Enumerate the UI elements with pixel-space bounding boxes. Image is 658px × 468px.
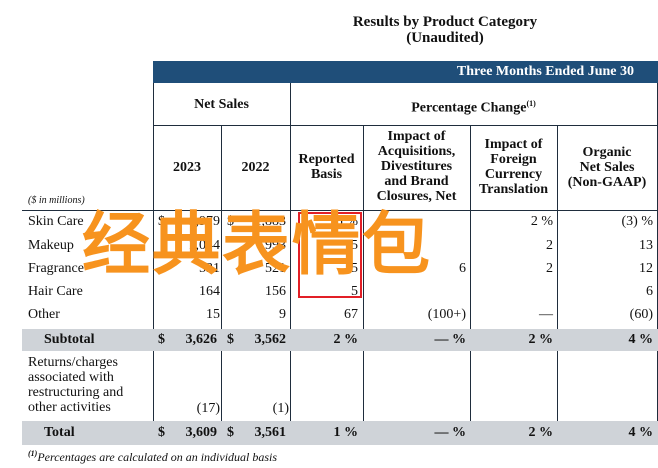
- total-dollar-2023: $: [158, 425, 165, 440]
- year-2022-header: 2022: [241, 160, 270, 175]
- row-label: Skin Care: [28, 214, 84, 229]
- grid-line: [221, 125, 222, 445]
- organic-header: Organic Net Sales (Non-GAAP): [567, 145, 647, 190]
- row-label: Hair Care: [28, 284, 83, 299]
- row-reported: 5 %: [335, 214, 358, 229]
- watermark-text: 经典表情包: [82, 206, 433, 285]
- subtotal-fx: 2 %: [528, 332, 554, 347]
- subtotal-label: Subtotal: [44, 332, 95, 347]
- row-reported: 5: [351, 284, 358, 299]
- row-reported: 5: [351, 238, 358, 253]
- pct-change-header: Percentage Change(1): [411, 99, 536, 116]
- total-2022: 3,561: [254, 425, 287, 440]
- period-band: Three Months Ended June 30: [153, 61, 658, 83]
- report-title: Results by Product Category: [352, 14, 538, 30]
- grid-line: [153, 125, 658, 126]
- total-organic: 4 %: [628, 425, 654, 440]
- total-dollar-2022: $: [227, 425, 234, 440]
- row-acq: (100+): [427, 307, 466, 322]
- returns-label: Returns/charges associated with restructur…: [28, 355, 124, 415]
- row-2023: 164: [199, 284, 220, 299]
- grid-line: [290, 83, 291, 445]
- row-organic: (60): [629, 307, 653, 322]
- grid-line: [22, 210, 658, 211]
- subtotal-dollar-2023: $: [158, 332, 165, 347]
- row-2023: 531: [199, 261, 220, 276]
- net-sales-header: Net Sales: [194, 97, 249, 112]
- row-dollar-2022: $: [227, 214, 234, 229]
- subtotal-acq: — %: [434, 332, 467, 347]
- row-label: Fragrance: [28, 261, 84, 276]
- row-2023: 1,979: [188, 214, 221, 229]
- row-2022: 9: [279, 307, 286, 322]
- row-fx: 2: [546, 238, 553, 253]
- total-reported: 1 %: [333, 425, 359, 440]
- total-shade: [22, 421, 658, 445]
- row-organic: 13: [639, 238, 653, 253]
- total-fx: 2 %: [528, 425, 554, 440]
- subtotal-shade: [22, 329, 658, 351]
- highlight-box: [298, 212, 362, 298]
- grid-line: [470, 125, 471, 445]
- subtotal-2023: 3,626: [185, 332, 218, 347]
- total-2023: 3,609: [185, 425, 218, 440]
- row-dollar-2023: $: [158, 214, 165, 229]
- subtotal-2022: 3,562: [254, 332, 287, 347]
- row-2022: 156: [265, 284, 286, 299]
- grid-line: [557, 125, 558, 445]
- grid-line: [153, 83, 154, 445]
- row-2023: 15: [206, 307, 220, 322]
- row-fx: 2 %: [530, 214, 553, 229]
- subtotal-reported: 2 %: [333, 332, 359, 347]
- row-2022: 1,883: [254, 214, 287, 229]
- grid-line: [363, 125, 364, 445]
- row-label: Makeup: [28, 238, 74, 253]
- total-acq: — %: [434, 425, 467, 440]
- acquisitions-header: Impact of Acquisitions, Divestitures and Br…: [376, 129, 457, 204]
- row-fx: 2: [546, 261, 553, 276]
- row-organic: 12: [639, 261, 653, 276]
- row-label: Other: [28, 307, 60, 322]
- row-2022: 521: [265, 261, 286, 276]
- fx-header: Impact of Foreign Currency Translation: [479, 137, 548, 197]
- returns-2023: (17): [196, 401, 220, 416]
- subtotal-organic: 4 %: [628, 332, 654, 347]
- row-reported: 5: [351, 261, 358, 276]
- total-label: Total: [44, 425, 75, 440]
- row-2022: 993: [265, 238, 286, 253]
- units-label: ($ in millions): [28, 195, 85, 206]
- row-organic: 6: [646, 284, 653, 299]
- subtotal-dollar-2022: $: [227, 332, 234, 347]
- reported-basis-header: Reported Basis: [298, 152, 355, 182]
- row-reported: 67: [344, 307, 358, 322]
- footnote: (1)Percentages are calculated on an indi…: [28, 449, 278, 464]
- row-acq: 6: [459, 261, 466, 276]
- row-organic: (3) %: [621, 214, 654, 229]
- report-subtitle: (Unaudited): [406, 30, 484, 46]
- row-2023: 1,044: [188, 238, 221, 253]
- year-2023-header: 2023: [173, 160, 201, 175]
- returns-2022: (1): [272, 401, 289, 416]
- row-fx: —: [539, 307, 553, 322]
